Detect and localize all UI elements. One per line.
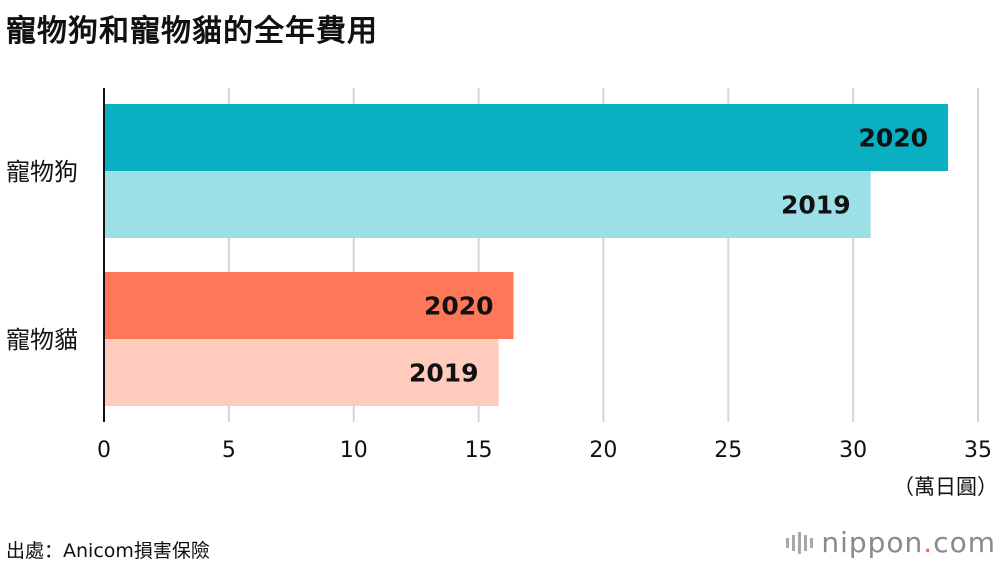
category-label-cat: 寵物貓 (6, 326, 78, 354)
bar-cat-2020 (104, 272, 514, 339)
x-tick-label-10: 10 (340, 438, 368, 463)
chart-title: 寵物狗和寵物貓的全年費用 (6, 14, 378, 49)
x-axis-unit-label: （萬日圓） (893, 475, 998, 499)
x-tick-label-25: 25 (714, 438, 742, 463)
logo-tld: com (933, 526, 996, 559)
bar-dog-2019 (104, 171, 871, 238)
source-note: 出處：Anicom損害保險 (6, 540, 210, 562)
logo-name: nippon (821, 526, 924, 559)
bar-cat-2019 (104, 339, 499, 406)
x-tick-label-20: 20 (589, 438, 617, 463)
bar-label-cat-2019: 2019 (409, 359, 479, 388)
x-tick-label-35: 35 (964, 438, 992, 463)
x-tick-label-5: 5 (222, 438, 236, 463)
bar-label-dog-2020: 2020 (858, 124, 928, 153)
x-tick-label-30: 30 (839, 438, 867, 463)
bar-label-dog-2019: 2019 (781, 191, 851, 220)
x-tick-label-0: 0 (97, 438, 111, 463)
bar-label-cat-2020: 2020 (424, 292, 494, 321)
logo-dot: . (923, 526, 934, 559)
category-label-dog: 寵物狗 (6, 158, 78, 186)
bar-dog-2020 (104, 104, 949, 171)
nippon-logo: nippon. com (786, 526, 996, 559)
x-tick-label-15: 15 (465, 438, 493, 463)
logo-bars-icon (786, 531, 814, 554)
